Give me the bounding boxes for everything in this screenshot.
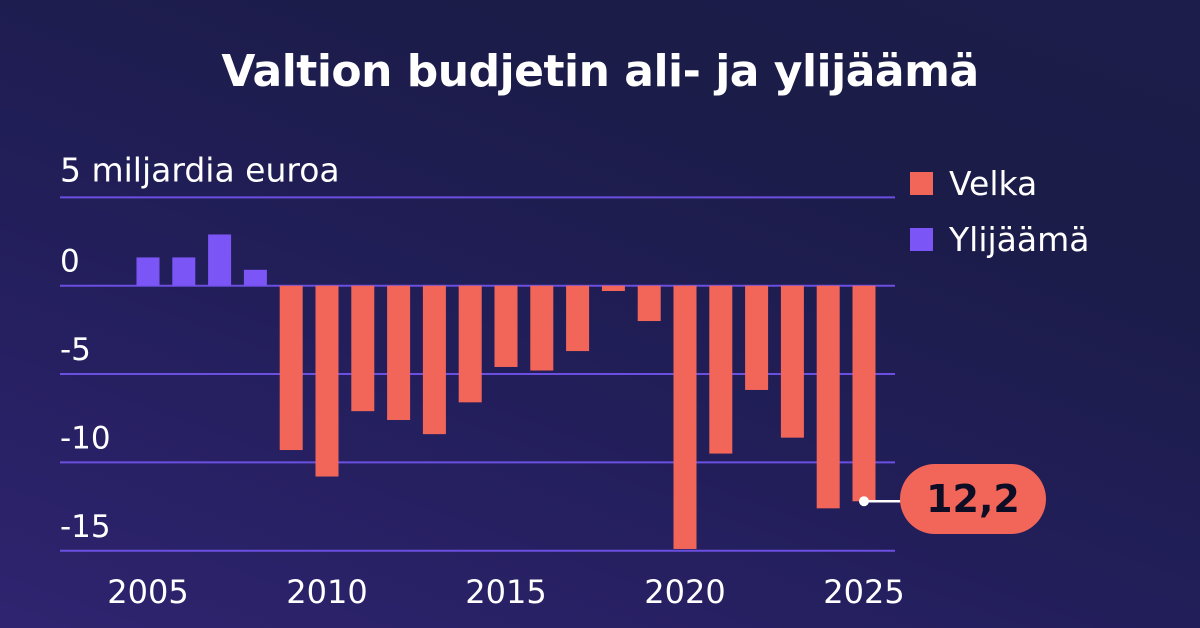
velka-swatch xyxy=(910,172,933,195)
bar-2024 xyxy=(816,285,840,509)
bar-2025 xyxy=(852,285,876,502)
bar-2015 xyxy=(494,285,518,367)
x-tick-label: 2020 xyxy=(644,573,725,611)
bar-2007 xyxy=(208,234,232,286)
bar-2008 xyxy=(243,269,267,286)
legend-label-ylijaama: Ylijäämä xyxy=(949,220,1090,259)
bar-2022 xyxy=(745,285,769,390)
bar-2009 xyxy=(279,285,303,451)
bar-2012 xyxy=(387,285,411,420)
bar-2023 xyxy=(780,285,804,438)
bar-2018 xyxy=(601,285,625,292)
legend-item-velka: Velka xyxy=(910,164,1037,203)
bar-2011 xyxy=(351,285,375,412)
y-tick-label: -15 xyxy=(60,509,111,545)
x-tick-label: 2015 xyxy=(465,573,546,611)
bar-2019 xyxy=(637,285,661,322)
legend-label-velka: Velka xyxy=(949,164,1038,203)
y-tick-label: -5 xyxy=(60,332,91,368)
y-tick-label: 0 xyxy=(60,244,80,280)
chart-title: Valtion budjetin ali- ja ylijäämä xyxy=(221,46,979,97)
bar-2017 xyxy=(566,285,590,352)
y-axis-label: 5 miljardia euroa xyxy=(60,150,340,189)
bar-2005 xyxy=(136,257,160,286)
bar-2020 xyxy=(673,285,697,549)
x-tick-label: 2010 xyxy=(286,573,367,611)
bar-2021 xyxy=(709,285,733,454)
x-tick-label: 2025 xyxy=(823,573,904,611)
bar-2010 xyxy=(315,285,339,477)
annotation-dot xyxy=(859,496,869,507)
bar-2016 xyxy=(530,285,554,371)
x-tick-label: 2005 xyxy=(107,573,188,611)
ylijaama-swatch xyxy=(910,228,933,251)
annotation-pill: 12,2 xyxy=(900,464,1046,534)
legend-item-ylijaama: Ylijäämä xyxy=(910,220,1089,259)
bar-2013 xyxy=(422,285,446,435)
bar-2006 xyxy=(172,257,196,286)
y-tick-label: -10 xyxy=(60,420,111,456)
bar-2014 xyxy=(458,285,482,403)
